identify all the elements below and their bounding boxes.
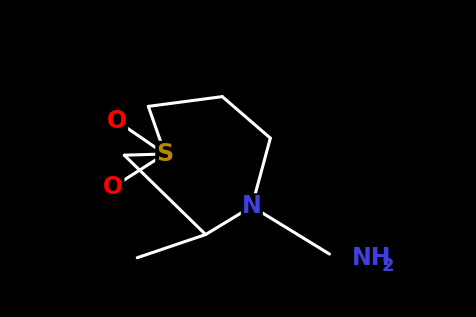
Text: O: O	[107, 109, 127, 133]
Text: S: S	[156, 142, 173, 166]
Text: N: N	[241, 194, 261, 218]
Text: NH: NH	[351, 246, 390, 270]
Text: O: O	[103, 175, 123, 199]
Text: 2: 2	[380, 256, 393, 275]
